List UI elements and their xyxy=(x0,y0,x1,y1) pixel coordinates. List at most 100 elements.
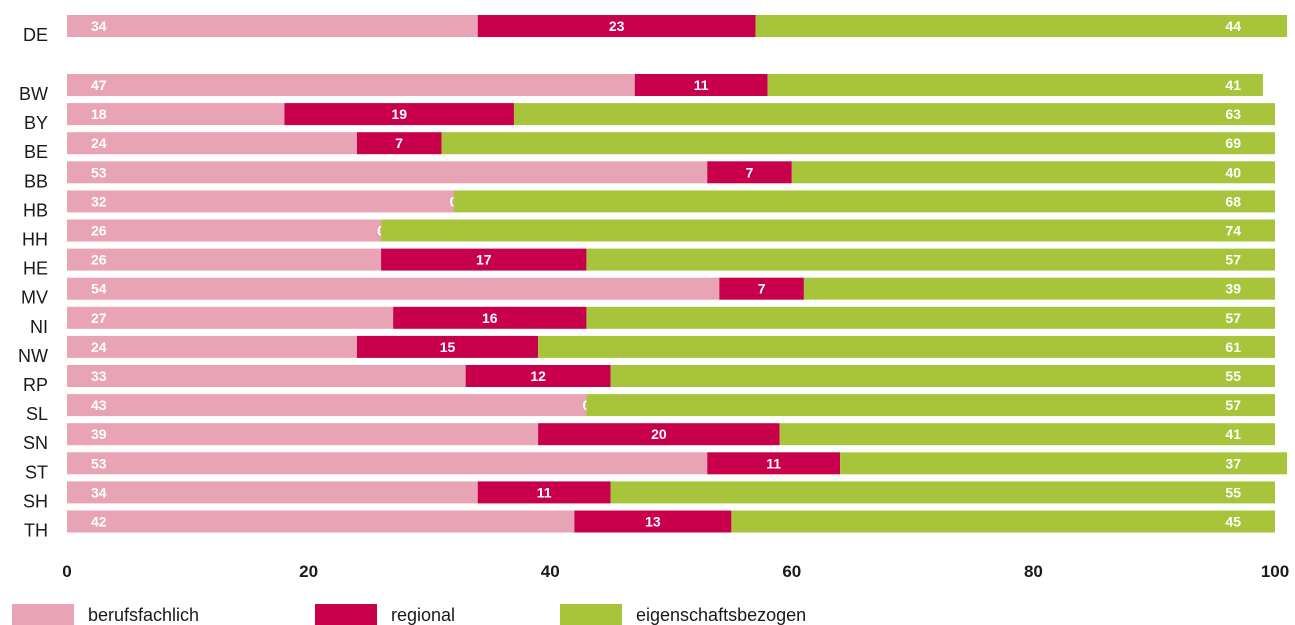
data-label: 57 xyxy=(1225,310,1241,326)
data-label: 34 xyxy=(91,484,107,500)
bar-segment-eigenschaftsbezogen xyxy=(803,277,1275,300)
data-label: 39 xyxy=(1225,281,1241,297)
bar-segment-berufsfachlich xyxy=(67,481,478,504)
bar-segment-berufsfachlich xyxy=(67,15,478,37)
bar-segment-regional xyxy=(574,510,732,533)
bar-segment-regional xyxy=(393,306,587,329)
bar-segment-berufsfachlich xyxy=(67,306,394,329)
bar-segment-eigenschaftsbezogen xyxy=(755,15,1288,37)
bar-segment-berufsfachlich xyxy=(67,161,708,184)
bar-segment-eigenschaftsbezogen xyxy=(513,103,1275,126)
data-label: 7 xyxy=(395,135,403,151)
data-label: 44 xyxy=(1225,18,1241,34)
data-label: 53 xyxy=(91,164,107,180)
bar-segment-regional xyxy=(356,132,442,155)
legend-swatch-regional xyxy=(315,604,377,625)
bar-segment-eigenschaftsbezogen xyxy=(538,335,1275,358)
x-tick-label: 20 xyxy=(299,562,318,581)
category-label: MV xyxy=(21,288,48,308)
category-label: HB xyxy=(23,200,48,220)
bar-segment-eigenschaftsbezogen xyxy=(731,510,1275,533)
bar-segment-regional xyxy=(538,423,780,446)
bar-segment-eigenschaftsbezogen xyxy=(586,394,1275,417)
category-label: SN xyxy=(23,433,48,453)
bar-segment-berufsfachlich xyxy=(67,335,357,358)
bar-segment-regional xyxy=(477,481,611,504)
bar-segment-eigenschaftsbezogen xyxy=(767,74,1263,96)
x-tick-label: 0 xyxy=(62,562,71,581)
bar-segment-eigenschaftsbezogen xyxy=(441,132,1276,155)
bar-segment-berufsfachlich xyxy=(67,423,539,446)
bar-segment-regional xyxy=(284,103,514,126)
data-label: 32 xyxy=(91,193,107,209)
data-label: 7 xyxy=(758,281,766,297)
bar-segment-berufsfachlich xyxy=(67,74,635,96)
data-label: 19 xyxy=(391,106,407,122)
legend-swatch-berufsfachlich xyxy=(12,604,74,625)
bar-segment-regional xyxy=(707,161,792,184)
data-label: 47 xyxy=(91,77,107,93)
bar-segment-berufsfachlich xyxy=(67,219,382,242)
data-label: 27 xyxy=(91,310,107,326)
bar-segment-berufsfachlich xyxy=(67,190,454,213)
x-tick-label: 40 xyxy=(541,562,560,581)
data-label: 13 xyxy=(645,514,661,530)
data-label: 41 xyxy=(1225,426,1241,442)
data-label: 53 xyxy=(91,455,107,471)
bar-segment-berufsfachlich xyxy=(67,103,285,126)
bar-segment-berufsfachlich xyxy=(67,452,708,475)
legend-swatch-eigenschaftsbezogen xyxy=(560,604,622,625)
bar-segment-eigenschaftsbezogen xyxy=(840,452,1288,475)
bar-segment-berufsfachlich xyxy=(67,277,720,300)
data-label: 41 xyxy=(1225,77,1241,93)
bar-segment-regional xyxy=(634,74,768,96)
data-label: 74 xyxy=(1225,223,1241,239)
bar-segment-berufsfachlich xyxy=(67,365,466,387)
bar-segment-regional xyxy=(719,277,804,300)
data-label: 40 xyxy=(1225,164,1241,180)
x-tick-label: 100 xyxy=(1261,562,1289,581)
bar-segment-regional xyxy=(465,365,611,387)
category-label: HE xyxy=(23,259,48,279)
data-label: 69 xyxy=(1225,135,1241,151)
data-label: 33 xyxy=(91,368,107,384)
data-label: 61 xyxy=(1225,339,1241,355)
category-label: BB xyxy=(24,171,48,191)
category-label: NW xyxy=(18,346,48,366)
data-label: 12 xyxy=(530,368,546,384)
category-label: SL xyxy=(26,404,48,424)
bar-segment-eigenschaftsbezogen xyxy=(453,190,1275,213)
category-label: BW xyxy=(19,84,48,104)
bar-segment-regional xyxy=(381,248,587,271)
data-label: 45 xyxy=(1225,514,1241,530)
data-label: 39 xyxy=(91,426,107,442)
category-labels: DE BW BY BE BB HB HH HE MV NI NW RP SL SN ST SH TH xyxy=(18,25,48,541)
data-label: 16 xyxy=(482,310,498,326)
bar-segment-berufsfachlich xyxy=(67,132,357,155)
legend-label: berufsfachlich xyxy=(88,605,199,625)
legend-label: regional xyxy=(391,605,455,625)
bar-segment-berufsfachlich xyxy=(67,510,575,533)
x-tick-label: 80 xyxy=(1024,562,1043,581)
category-label: BY xyxy=(24,113,48,133)
category-label: SH xyxy=(23,491,48,511)
data-label: 34 xyxy=(91,18,107,34)
bar-segment-eigenschaftsbezogen xyxy=(610,481,1275,504)
x-axis: 0 20 40 60 80 100 xyxy=(62,562,1289,581)
bar-segment-eigenschaftsbezogen xyxy=(381,219,1276,242)
data-label: 55 xyxy=(1225,368,1241,384)
category-label: NI xyxy=(30,317,48,337)
bars-layer: 3423444711411819632476953740320682607426… xyxy=(67,15,1288,533)
bar-segment-regional xyxy=(356,335,539,358)
data-label: 26 xyxy=(91,223,107,239)
data-label: 15 xyxy=(440,339,456,355)
data-label: 57 xyxy=(1225,252,1241,268)
data-label: 17 xyxy=(476,252,492,268)
bar-segment-berufsfachlich xyxy=(67,248,382,271)
x-tick-label: 60 xyxy=(782,562,801,581)
data-label: 26 xyxy=(91,252,107,268)
bar-segment-eigenschaftsbezogen xyxy=(791,161,1275,184)
data-label: 11 xyxy=(694,77,709,93)
data-label: 18 xyxy=(91,106,107,122)
